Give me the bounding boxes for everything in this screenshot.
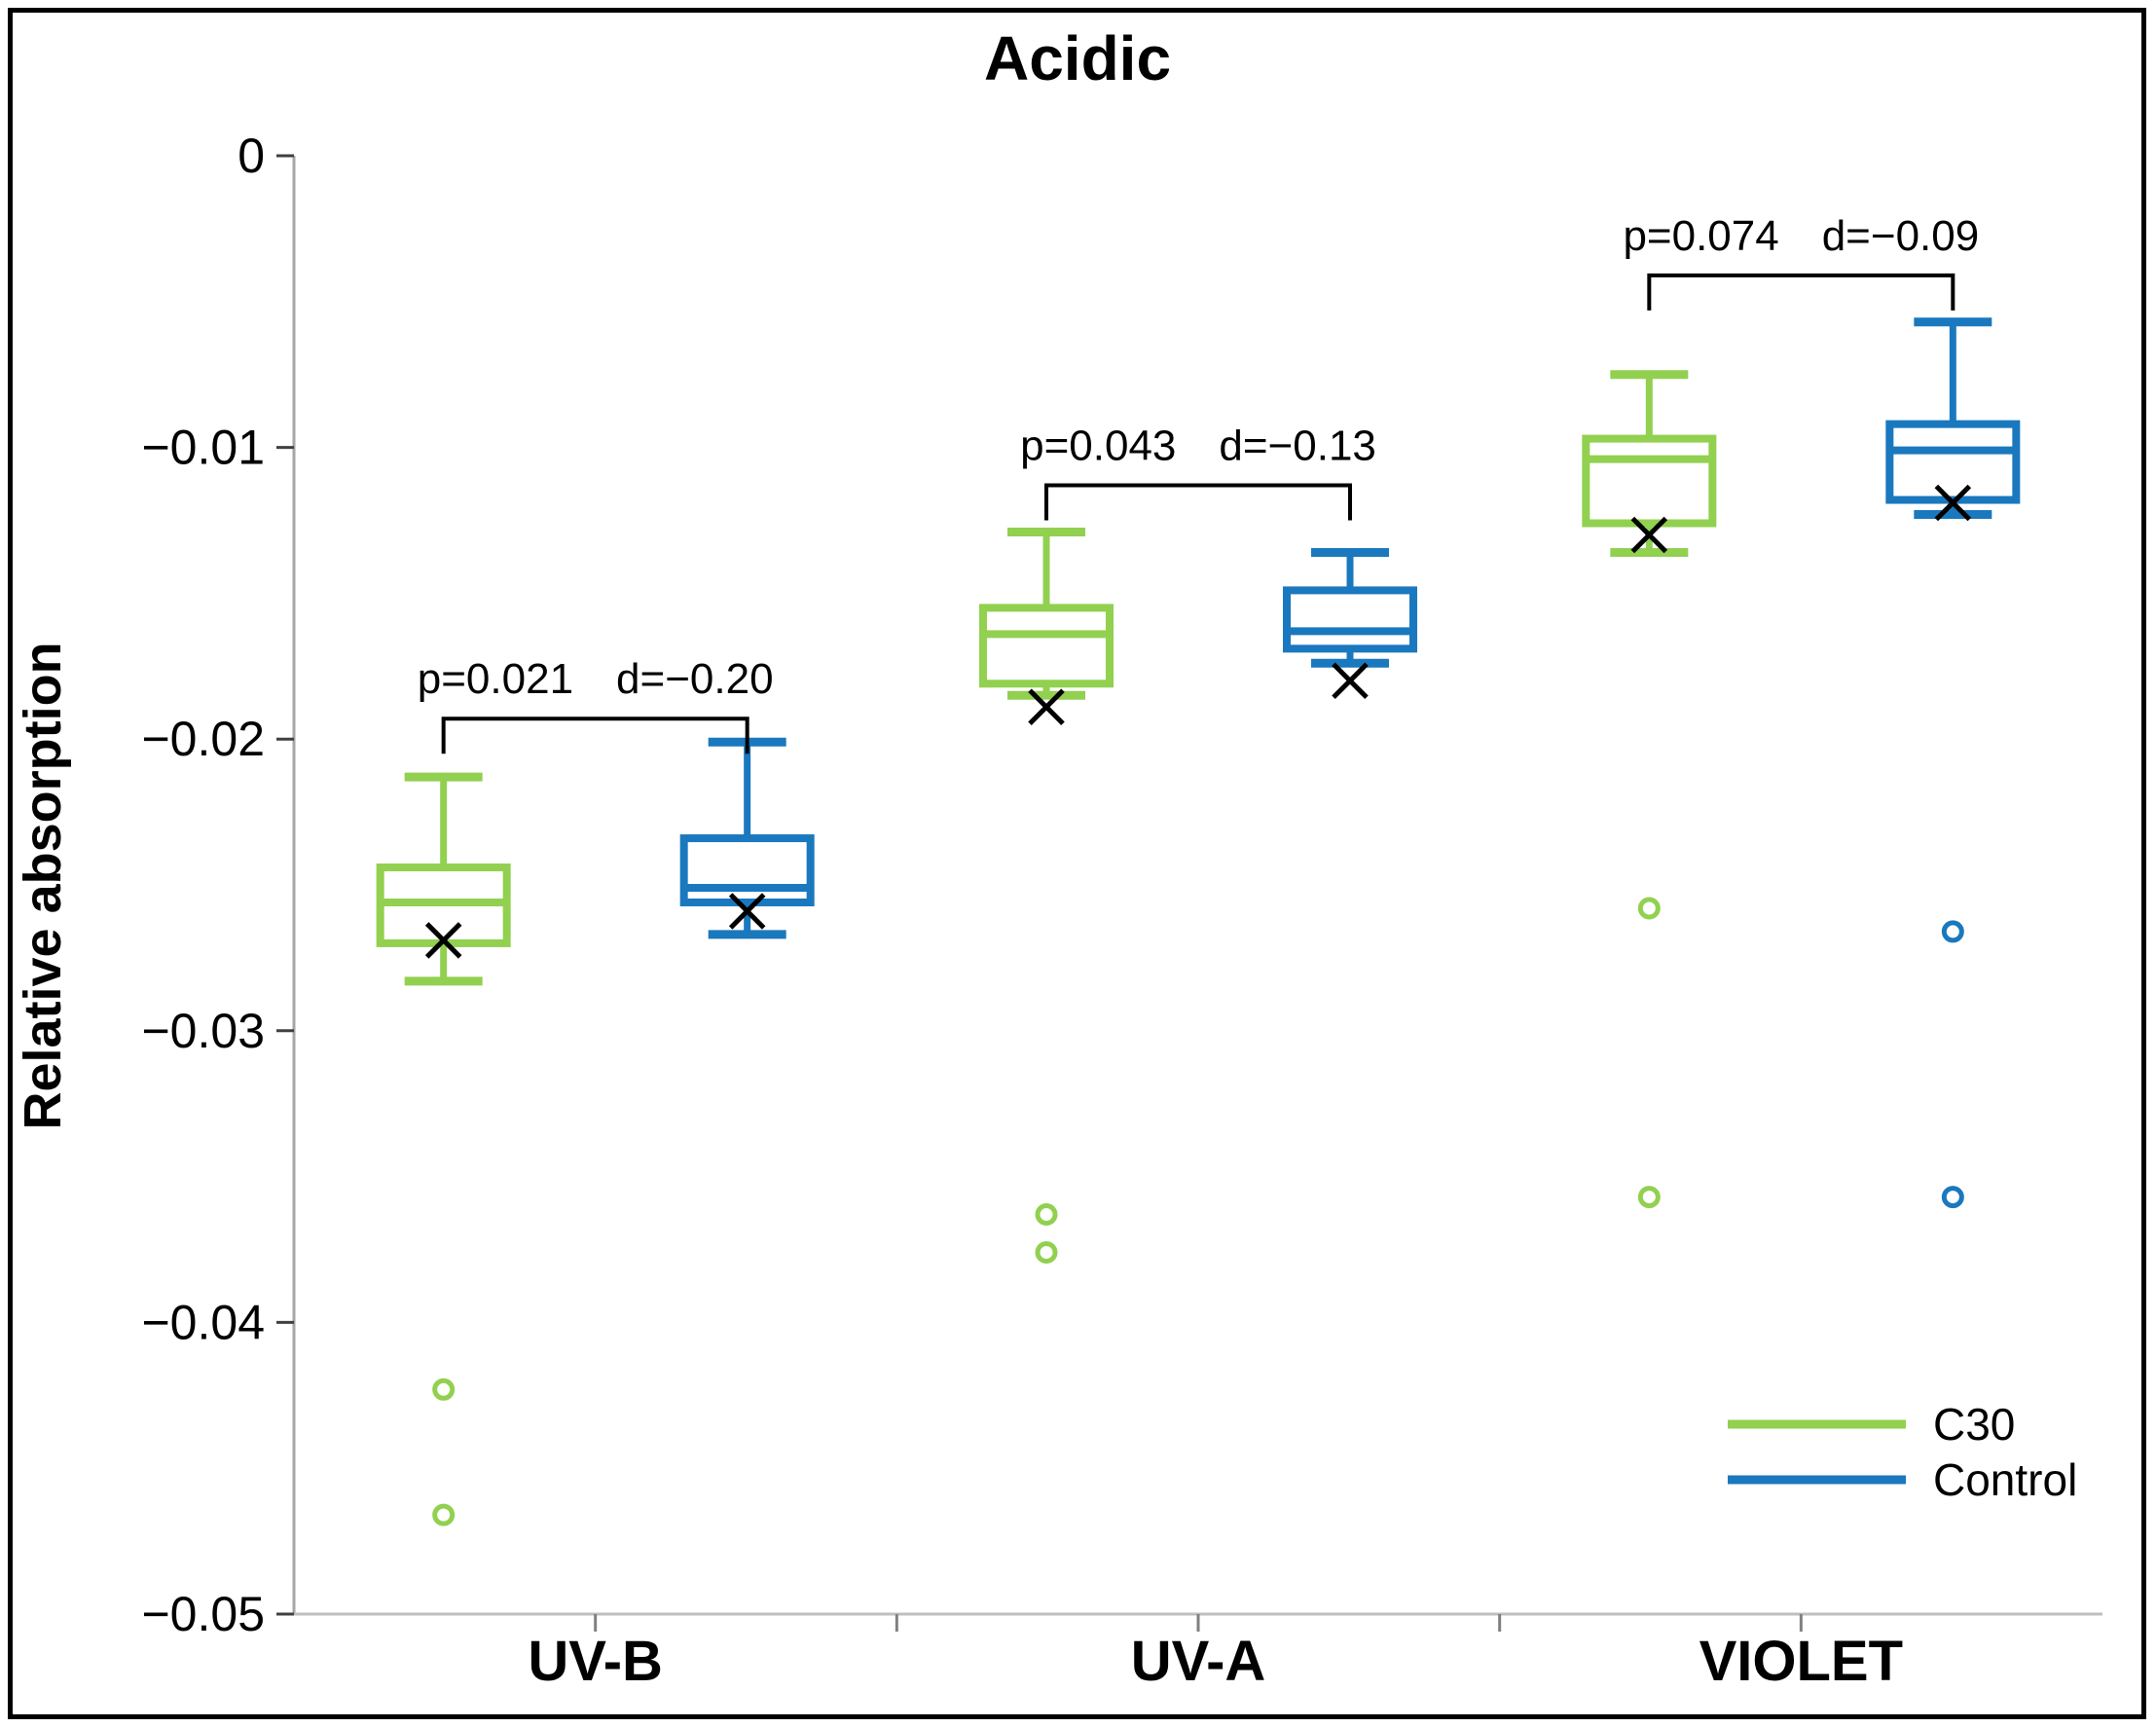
y-tick-label: −0.05 [141, 1587, 265, 1641]
y-tick-label: −0.01 [141, 421, 265, 475]
y-tick-label: −0.03 [141, 1004, 265, 1058]
y-tick-label: −0.02 [141, 712, 265, 766]
figure-border [8, 8, 2146, 1719]
stats-label-uv-b: p=0.021 d=−0.20 [418, 655, 774, 703]
box-violet-control [1885, 420, 2021, 504]
legend: C30 Control [1728, 1399, 2077, 1505]
axes: 0 −0.01 −0.02 −0.03 −0.04 −0.05 UV-B UV-A VIOLET [141, 129, 2102, 1693]
legend-label-c30: C30 [1933, 1399, 2015, 1450]
y-axis-label: Relative absorption [14, 642, 72, 1129]
outlier-violet-c30 [1637, 1186, 1661, 1209]
mean-marker-uv-a-c30 [1028, 688, 1065, 726]
x-category-label: VIOLET [1699, 1630, 1903, 1693]
plot-area [376, 317, 2021, 1526]
outlier-violet-control [1941, 920, 1964, 943]
significance-annotations: p=0.021 d=−0.20 p=0.043 d=−0.13 p=0.074 d=… [418, 212, 1979, 754]
outlier-violet-c30 [1637, 897, 1661, 920]
outlier-uv-a-c30 [1035, 1240, 1058, 1264]
outlier-uv-b-c30 [432, 1378, 456, 1401]
box-uv-a-c30 [979, 604, 1114, 688]
mean-marker-uv-b-c30 [424, 922, 462, 959]
outlier-violet-control [1941, 1186, 1964, 1209]
bracket-uv-a [1044, 483, 1352, 521]
bracket-violet [1647, 273, 1955, 311]
legend-label-control: Control [1933, 1454, 2077, 1505]
outlier-uv-a-c30 [1035, 1203, 1058, 1227]
x-category-label: UV-B [528, 1630, 663, 1693]
stats-label-uv-a: p=0.043 d=−0.13 [1020, 423, 1376, 470]
mean-marker-uv-a-control [1332, 662, 1369, 700]
chart-title: Acidic [984, 23, 1171, 93]
stats-label-violet: p=0.074 d=−0.09 [1623, 212, 1979, 260]
y-tick-label: 0 [238, 129, 265, 183]
box-uv-a-control [1283, 586, 1417, 653]
outlier-uv-b-c30 [432, 1503, 456, 1526]
y-tick-label: −0.04 [141, 1295, 265, 1349]
mean-marker-uv-b-control [728, 893, 766, 930]
x-category-label: UV-A [1131, 1630, 1266, 1693]
box-violet-c30 [1582, 434, 1717, 528]
mean-marker-violet-control [1934, 484, 1972, 522]
bracket-uv-b [441, 717, 749, 754]
mean-marker-violet-c30 [1630, 516, 1668, 554]
